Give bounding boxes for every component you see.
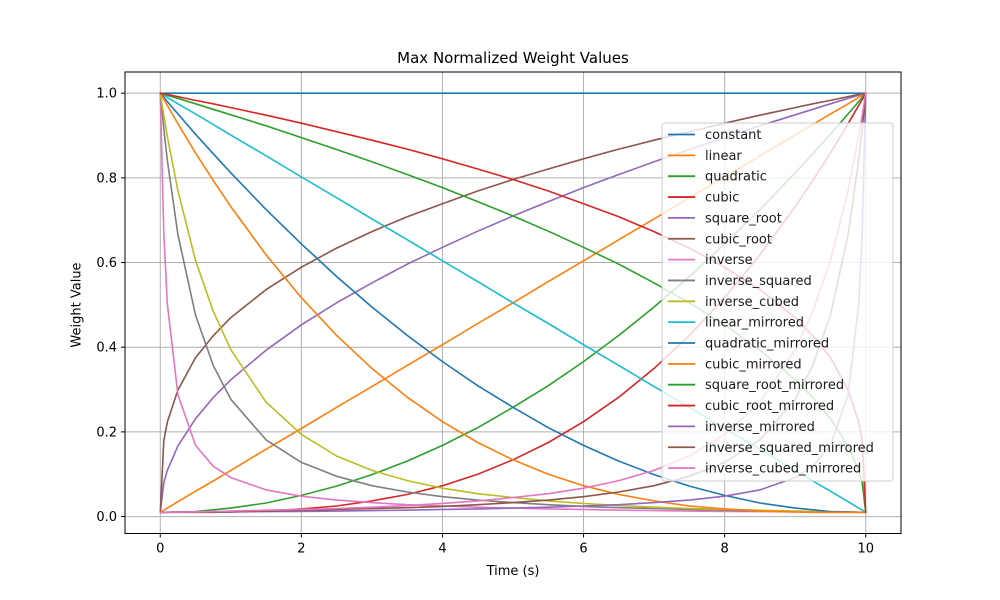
legend-label-square_root_mirrored: square_root_mirrored xyxy=(705,378,844,393)
x-tick-label: 8 xyxy=(720,542,728,557)
y-tick-label: 0.4 xyxy=(96,341,117,356)
x-tick-label: 0 xyxy=(156,542,164,557)
chart-title: Max Normalized Weight Values xyxy=(397,49,629,67)
legend-box xyxy=(661,122,894,482)
y-axis-label: Weight Value xyxy=(69,262,85,348)
legend-label-cubic_root_mirrored: cubic_root_mirrored xyxy=(705,399,834,414)
legend-label-inverse_cubed_mirrored: inverse_cubed_mirrored xyxy=(705,462,861,477)
legend-label-linear_mirrored: linear_mirrored xyxy=(705,316,804,331)
legend-label-inverse_squared: inverse_squared xyxy=(705,274,812,289)
y-tick-label: 0.2 xyxy=(96,425,117,440)
legend-label-quadratic: quadratic xyxy=(705,170,767,185)
legend-label-cubic_mirrored: cubic_mirrored xyxy=(705,357,802,372)
legend-label-quadratic_mirrored: quadratic_mirrored xyxy=(705,337,829,352)
series-line-cubic_mirrored xyxy=(159,92,867,514)
legend-label-linear: linear xyxy=(705,149,742,164)
y-tick-label: 0.6 xyxy=(96,256,117,271)
legend-label-constant: constant xyxy=(705,128,762,143)
legend-label-inverse_cubed: inverse_cubed xyxy=(705,295,799,310)
x-tick-label: 10 xyxy=(857,542,874,557)
y-tick-label: 0.8 xyxy=(96,171,117,186)
y-tick-label: 0.0 xyxy=(96,510,117,525)
axes-spines xyxy=(124,71,902,534)
x-tick-label: 6 xyxy=(579,542,587,557)
legend-label-cubic: cubic xyxy=(705,191,739,206)
x-axis-label: Time (s) xyxy=(486,564,540,579)
legend-label-inverse: inverse xyxy=(705,253,753,268)
legend-label-cubic_root: cubic_root xyxy=(705,232,772,247)
x-tick-label: 4 xyxy=(438,542,446,557)
legend-label-inverse_mirrored: inverse_mirrored xyxy=(705,420,815,435)
y-tick-label: 1.0 xyxy=(96,87,117,102)
series-line-quadratic_mirrored xyxy=(159,92,867,514)
legend-label-square_root: square_root xyxy=(705,211,782,226)
x-tick-label: 2 xyxy=(297,542,305,557)
legend-label-inverse_squared_mirrored: inverse_squared_mirrored xyxy=(705,441,874,456)
series-line-linear_mirrored xyxy=(159,92,867,514)
